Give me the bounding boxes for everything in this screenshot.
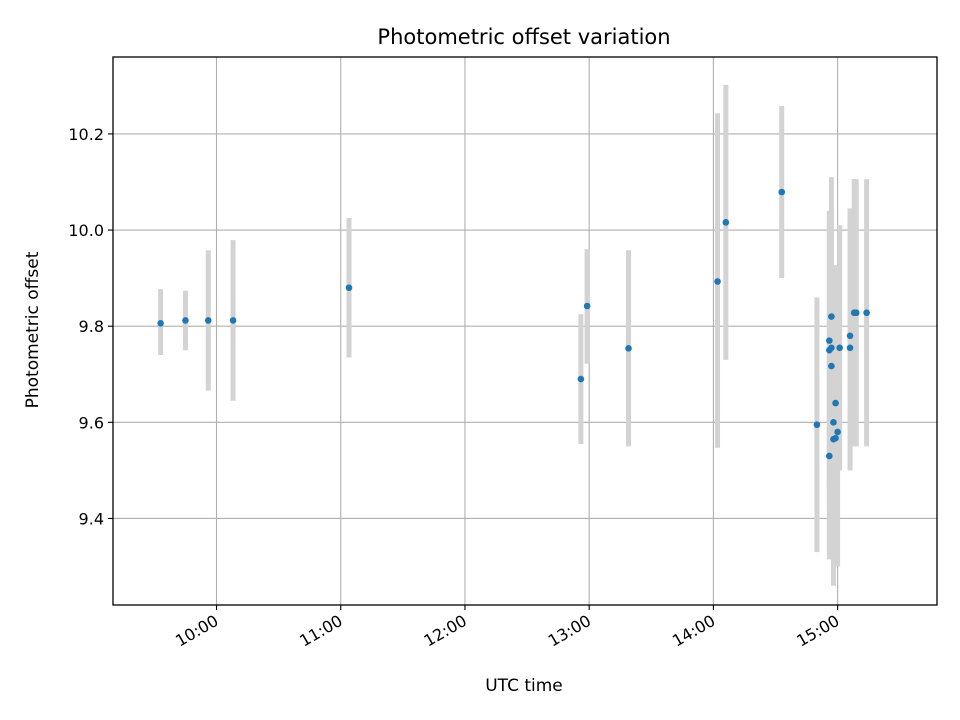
data-point (828, 344, 835, 352)
data-point (229, 317, 237, 324)
y-tick-label: 9.4 (79, 509, 104, 528)
data-point (828, 313, 835, 320)
data-point (625, 345, 632, 352)
y-tick-label: 10.0 (68, 221, 104, 240)
data-point (832, 399, 839, 407)
grid (113, 57, 937, 605)
data-point (182, 317, 189, 324)
y-axis-ticks: 9.4 9.6 9.8 10.0 10.2 (68, 125, 113, 528)
data-point (722, 219, 730, 226)
y-tick-label: 10.2 (68, 125, 104, 144)
y-axis-label: Photometric offset (23, 251, 43, 408)
data-point (577, 375, 585, 383)
data-point (846, 344, 854, 352)
plot-frame (112, 56, 938, 606)
data-point (830, 419, 837, 426)
data-point (834, 428, 841, 436)
y-tick-label: 9.6 (79, 413, 104, 432)
data-point (828, 362, 835, 370)
data-point (832, 434, 839, 442)
data-point (852, 309, 860, 317)
data-point (826, 452, 833, 460)
data-point (813, 421, 821, 429)
data-point (157, 320, 164, 327)
data-point (846, 332, 854, 340)
data-point (863, 309, 870, 317)
chart-title: Photometric offset variation (377, 25, 670, 49)
data-point (836, 344, 843, 352)
y-tick-label: 9.8 (79, 317, 104, 336)
data-point (826, 337, 833, 344)
data-point (714, 278, 721, 285)
x-axis-label: UTC time (485, 676, 563, 696)
data-point (204, 317, 212, 324)
data-point (778, 188, 786, 196)
data-point (345, 284, 353, 292)
data-point (583, 302, 591, 310)
data-points (157, 188, 870, 460)
